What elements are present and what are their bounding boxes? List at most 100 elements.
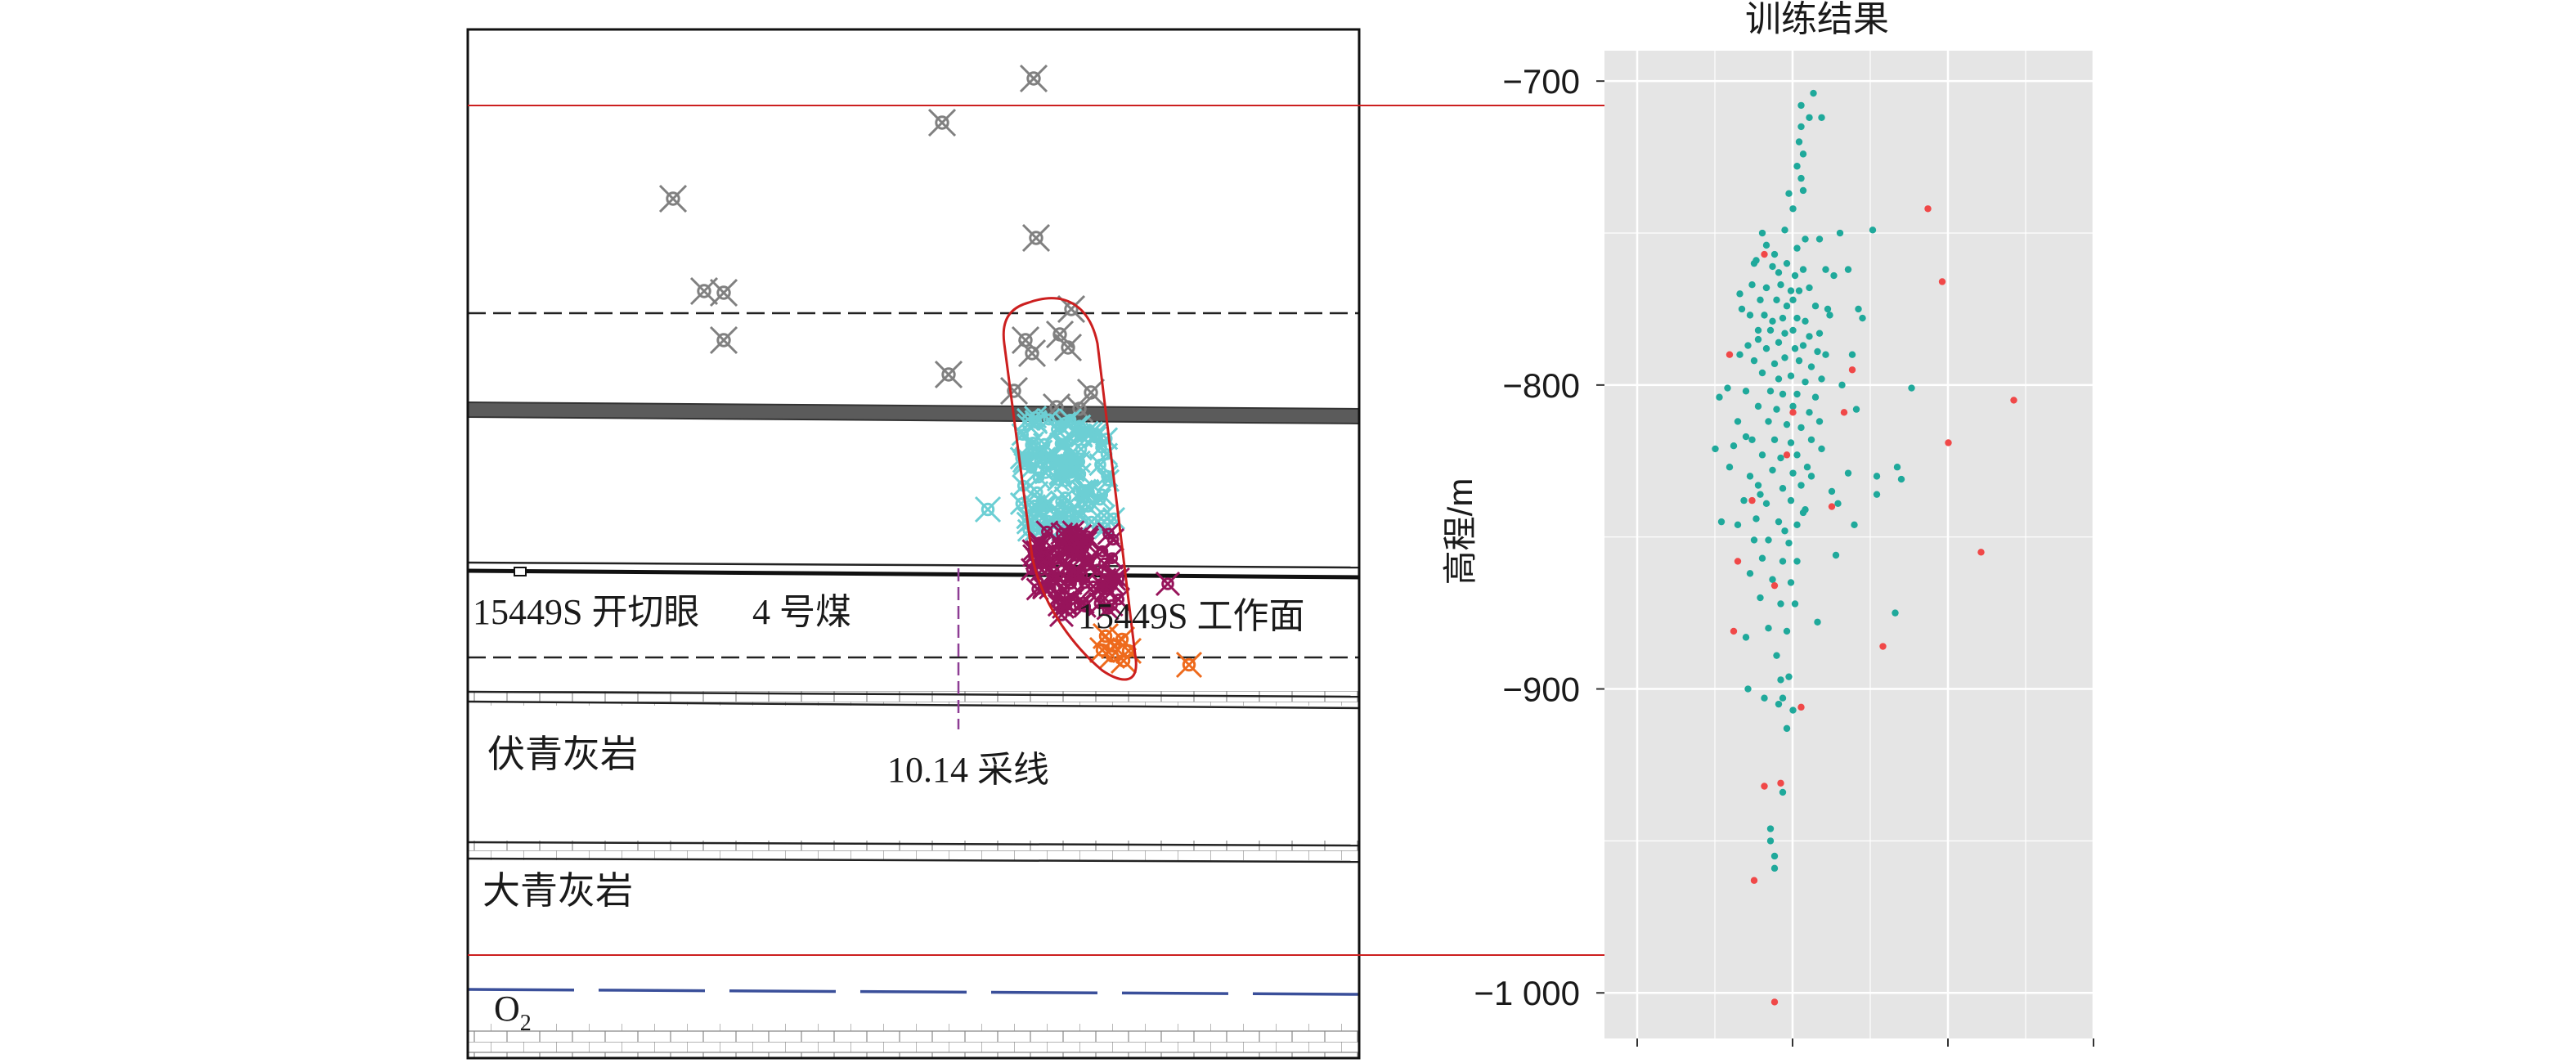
data-point-teal [1797,101,1805,110]
data-point-teal [1855,305,1862,313]
data-point-red [1848,366,1856,374]
cyan-event-icon [1016,413,1040,437]
data-point-teal [1770,864,1779,872]
o2-boundary [468,988,1359,996]
data-point-teal [1742,634,1750,641]
data-point-teal [1770,360,1779,368]
data-point-teal [1748,281,1756,289]
data-point-teal [1783,627,1791,635]
data-point-teal [1793,314,1801,322]
data-point-teal [1762,284,1770,292]
y-tick-label: −1 000 [1474,974,1580,1012]
data-point-teal [1802,378,1809,386]
data-point-red [1730,627,1738,635]
data-point-teal [1765,418,1772,425]
orange-event-icon [1175,651,1203,679]
gray-event-icon [709,278,738,307]
cut-eye-label: 15449S 开切眼 [473,592,699,632]
data-point-teal [1766,388,1775,395]
data-point-teal [1797,424,1805,432]
data-point-teal [1807,436,1815,443]
data-point-red [1783,451,1791,459]
purple-event-icon [1058,537,1082,561]
geological-section: 15449S 开切眼 4 号煤 15449S 工作面 伏青灰岩 10.14 采线… [466,28,1361,1060]
data-point-teal [1797,174,1805,182]
data-point-teal [1806,409,1813,416]
cluster-outline [1002,297,1138,681]
data-point-teal [1754,335,1762,343]
data-point-teal [1775,269,1783,276]
data-point-teal [1757,594,1764,602]
data-point-teal [1806,333,1813,340]
data-point-teal [1814,618,1821,626]
data-point-teal [1779,558,1787,565]
cyan-event-icon [1062,451,1086,474]
data-point-teal [1793,390,1801,398]
data-point-teal [1769,466,1776,474]
data-point-teal [1775,700,1783,708]
data-point-teal [1785,190,1793,197]
o2-label: O2 [494,989,532,1036]
data-point-teal [1777,600,1784,608]
data-point-teal [1859,314,1866,322]
data-point-teal [1779,390,1787,398]
data-point-teal [1773,652,1780,659]
data-point-teal [1791,600,1799,608]
data-point-red [1945,439,1952,446]
data-point-teal [1770,250,1779,258]
data-point-teal [1757,296,1764,303]
data-point-teal [1712,445,1719,453]
data-point-teal [1779,314,1787,322]
data-point-teal [1746,312,1754,319]
plot-background [1604,51,2094,1038]
data-point-teal [1783,420,1791,428]
data-point-teal [1777,676,1784,684]
data-point-red [1977,549,1985,556]
data-point-teal [1762,241,1770,249]
data-point-teal [1716,393,1723,401]
data-point-teal [1799,266,1807,273]
y-tick-label: −900 [1502,671,1580,709]
purple-event-icon [1061,587,1085,611]
data-point-teal [1781,354,1788,361]
data-point-red [1770,998,1779,1006]
data-point-teal [1769,317,1776,325]
data-point-teal [1851,521,1858,529]
purple-event-icon [1061,560,1085,584]
data-point-teal [1818,114,1825,121]
data-point-teal [1787,372,1795,379]
data-point-teal [1777,281,1784,289]
purple-event-icon [1097,522,1120,545]
data-point-teal [1799,150,1807,158]
data-point-teal [1766,326,1775,334]
cyan-event-icon [1030,490,1053,514]
workface-label: 15449S 工作面 [1078,596,1304,636]
gray-event-icon [1076,378,1106,407]
data-point-teal [1744,685,1752,693]
data-point-red [1797,703,1805,711]
data-point-teal [1822,266,1829,273]
data-point-teal [1787,287,1795,294]
data-point-teal [1752,515,1760,523]
data-point-teal [1750,536,1758,544]
data-point-teal [1797,482,1805,489]
microseismic-events [658,64,1203,679]
fu-limestone-label: 伏青灰岩 [487,733,638,775]
data-point-teal [1779,694,1787,702]
data-point-teal [1724,384,1731,392]
data-point-teal [1848,351,1856,358]
data-point-teal [1734,418,1742,425]
cyan-event-icon [1039,453,1063,477]
data-point-teal [1814,348,1821,356]
data-point-teal [1787,496,1795,505]
data-point-teal [1744,342,1752,349]
data-point-teal [1811,303,1820,310]
data-point-red [1726,351,1734,358]
data-point-teal [1802,235,1809,243]
data-point-teal [1789,706,1797,714]
y-axis-label: 高程/m [1441,478,1479,585]
data-point-red [1770,581,1779,590]
data-point-red [1748,496,1756,505]
data-point-teal [1807,363,1815,370]
data-point-teal [1761,312,1768,319]
